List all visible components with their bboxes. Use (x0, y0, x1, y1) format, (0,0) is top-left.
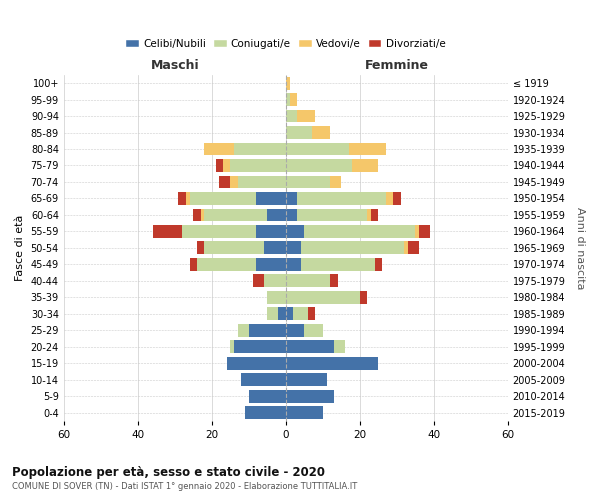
Bar (193, 208, 201, 222)
Bar (301, 242, 404, 254)
Bar (278, 308, 286, 320)
Y-axis label: Fasce di età: Fasce di età (15, 214, 25, 281)
Bar (386, 192, 393, 205)
Bar (190, 258, 197, 271)
Bar (238, 324, 249, 336)
Bar (415, 225, 419, 238)
Bar (268, 308, 278, 320)
Bar (297, 192, 386, 205)
Bar (230, 340, 234, 353)
Bar (178, 192, 186, 205)
Bar (286, 225, 304, 238)
Bar (304, 324, 323, 336)
Bar (205, 142, 234, 156)
Bar (301, 258, 374, 271)
Bar (286, 324, 304, 336)
Bar (419, 225, 430, 238)
Bar (234, 142, 286, 156)
Bar (297, 208, 367, 222)
Bar (268, 291, 286, 304)
Bar (330, 176, 341, 188)
Bar (286, 142, 349, 156)
Bar (286, 110, 297, 122)
Bar (205, 208, 268, 222)
Bar (286, 340, 334, 353)
Bar (286, 159, 352, 172)
Bar (256, 225, 286, 238)
Bar (286, 406, 323, 419)
Bar (234, 340, 286, 353)
Bar (304, 225, 415, 238)
Text: COMUNE DI SOVER (TN) - Dati ISTAT 1° gennaio 2020 - Elaborazione TUTTITALIA.IT: COMUNE DI SOVER (TN) - Dati ISTAT 1° gen… (12, 482, 357, 491)
Text: Popolazione per età, sesso e stato civile - 2020: Popolazione per età, sesso e stato civil… (12, 466, 325, 479)
Text: Maschi: Maschi (151, 58, 199, 71)
Bar (286, 126, 312, 139)
Bar (230, 176, 238, 188)
Text: Femmine: Femmine (365, 58, 429, 71)
Bar (286, 258, 301, 271)
Bar (256, 258, 286, 271)
Bar (286, 274, 330, 287)
Bar (241, 374, 286, 386)
Bar (286, 176, 330, 188)
Bar (330, 274, 338, 287)
Bar (268, 208, 286, 222)
Bar (182, 225, 256, 238)
Bar (230, 159, 286, 172)
Bar (297, 110, 316, 122)
Y-axis label: Anni di nascita: Anni di nascita (575, 206, 585, 289)
Bar (190, 192, 256, 205)
Bar (360, 291, 367, 304)
Bar (286, 291, 360, 304)
Bar (197, 258, 256, 271)
Bar (293, 308, 308, 320)
Bar (249, 324, 286, 336)
Bar (253, 274, 263, 287)
Bar (393, 192, 401, 205)
Bar (286, 357, 379, 370)
Bar (215, 159, 223, 172)
Legend: Celibi/Nubili, Coniugati/e, Vedovi/e, Divorziati/e: Celibi/Nubili, Coniugati/e, Vedovi/e, Di… (122, 35, 449, 54)
Bar (263, 242, 286, 254)
Bar (286, 374, 326, 386)
Bar (308, 308, 316, 320)
Bar (219, 176, 230, 188)
Bar (249, 390, 286, 402)
Bar (371, 208, 379, 222)
Bar (286, 390, 334, 402)
Bar (201, 208, 205, 222)
Bar (352, 159, 379, 172)
Bar (286, 208, 297, 222)
Bar (404, 242, 408, 254)
Bar (238, 176, 286, 188)
Bar (367, 208, 371, 222)
Bar (286, 242, 301, 254)
Bar (334, 340, 345, 353)
Bar (245, 406, 286, 419)
Bar (374, 258, 382, 271)
Bar (256, 192, 286, 205)
Bar (227, 357, 286, 370)
Bar (349, 142, 386, 156)
Bar (205, 242, 263, 254)
Bar (152, 225, 182, 238)
Bar (290, 93, 297, 106)
Bar (408, 242, 419, 254)
Bar (286, 76, 290, 90)
Bar (223, 159, 230, 172)
Bar (286, 93, 290, 106)
Bar (286, 308, 293, 320)
Bar (197, 242, 205, 254)
Bar (286, 192, 297, 205)
Bar (312, 126, 330, 139)
Bar (263, 274, 286, 287)
Bar (186, 192, 190, 205)
